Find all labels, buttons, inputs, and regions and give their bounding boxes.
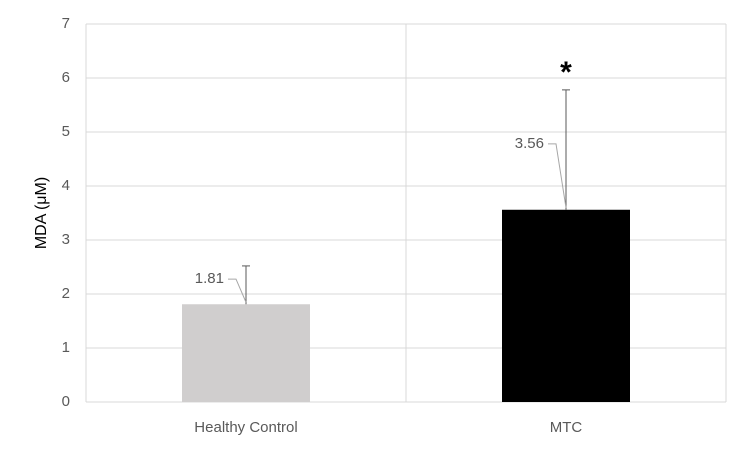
data-label: 1.81 [195,270,224,287]
bar [182,304,310,402]
y-tick-label: 1 [62,339,70,356]
significance-mark: * [560,56,572,89]
y-tick-label: 0 [62,393,70,410]
y-tick-label: 4 [62,177,70,194]
bar [502,209,630,402]
y-tick-label: 6 [62,69,70,86]
y-tick-label: 2 [62,285,70,302]
y-tick-label: 5 [62,123,70,140]
data-label: 3.56 [515,135,544,152]
x-tick-label: MTC [550,419,583,436]
leader-line [228,278,247,303]
y-tick-label: 7 [62,15,70,32]
y-tick-label: 3 [62,231,70,248]
x-tick-label: Healthy Control [194,419,297,436]
y-axis-label: MDA (μM) [33,177,50,249]
leader-line [548,143,567,208]
